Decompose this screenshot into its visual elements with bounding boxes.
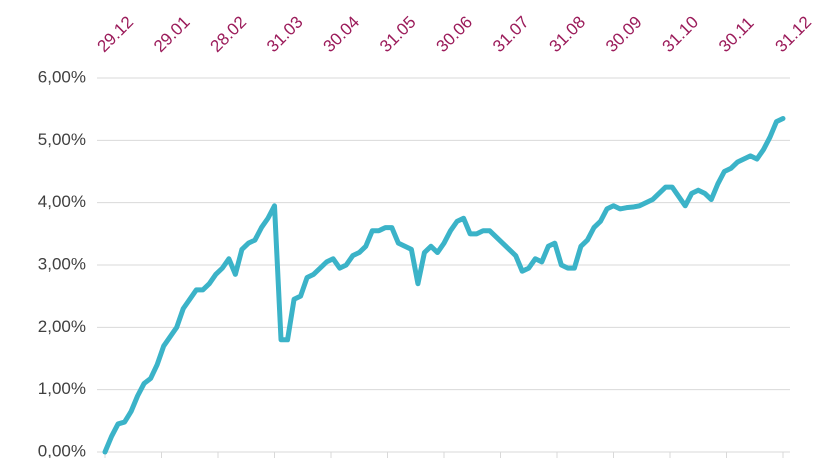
y-tick-label: 4,00%: [38, 192, 86, 211]
y-tick-label: 5,00%: [38, 130, 86, 149]
line-series: [102, 116, 786, 455]
x-tick-label: 31.12: [772, 12, 816, 56]
y-tick-label: 3,00%: [38, 254, 86, 273]
x-tick-label: 31.07: [489, 12, 533, 56]
x-tick-label: 31.03: [263, 12, 307, 56]
x-tick-label: 31.05: [376, 12, 420, 56]
x-tick-label: 29.12: [94, 12, 138, 56]
x-tick-label: 31.08: [546, 12, 590, 56]
y-tick-label: 1,00%: [38, 379, 86, 398]
x-tick-label: 31.10: [659, 12, 703, 56]
x-tick-label: 30.06: [433, 12, 477, 56]
x-tick-label: 30.11: [715, 13, 758, 56]
y-tick-label: 6,00%: [38, 67, 86, 86]
x-tick-label: 28.02: [207, 12, 251, 56]
x-tick-label: 29.01: [150, 12, 194, 56]
x-tick-label: 30.04: [320, 12, 364, 56]
y-tick-label: 2,00%: [38, 317, 86, 336]
x-tick-label: 30.09: [602, 12, 646, 56]
y-tick-label: 0,00%: [38, 441, 86, 458]
